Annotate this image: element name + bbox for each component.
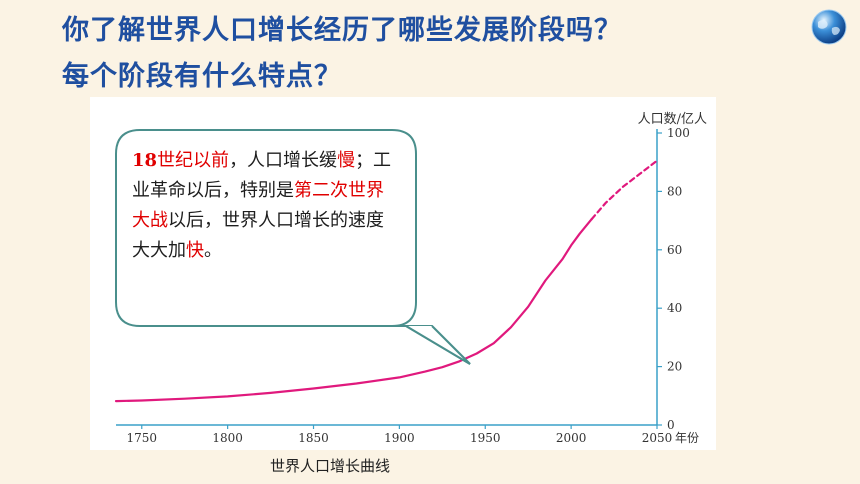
x-tick-label: 1950 — [470, 431, 501, 445]
question-title: 你了解世界人口增长经历了哪些发展阶段吗？ 每个阶段有什么特点？ — [62, 8, 622, 100]
callout-text: 18世纪以前，人口增长缓慢；工业革命以后，特别是第二次世界大战以后，世界人口增长… — [132, 146, 397, 266]
y-axis-label: 人口数/亿人 — [638, 112, 707, 127]
x-tick-label: 2000 — [556, 431, 587, 445]
callout-segment: 18 — [132, 150, 158, 171]
x-tick-label: 1900 — [384, 431, 415, 445]
projected-population-line — [590, 159, 659, 221]
x-tick-label: 1800 — [212, 431, 243, 445]
callout-segment: 快 — [186, 240, 204, 261]
y-tick-label: 80 — [667, 184, 682, 198]
x-tick-label: 1850 — [298, 431, 329, 445]
callout-segment: 世纪 — [157, 150, 194, 171]
x-tick-label: 2050 — [642, 431, 673, 445]
question-line-2: 每个阶段有什么特点？ — [62, 61, 342, 92]
y-tick-label: 20 — [667, 360, 682, 374]
y-tick-label: 0 — [667, 418, 675, 432]
y-tick-label: 100 — [667, 126, 690, 140]
callout-segment: ；工业革命以后，特别是 — [132, 150, 392, 201]
callout-segment: 慢 — [337, 150, 356, 171]
callout-segment: ，人口增长缓 — [229, 150, 338, 171]
x-axis-label: 年份 — [675, 431, 699, 445]
callout-segment: 第二次世界大战 — [132, 180, 384, 231]
question-line-1: 你了解世界人口增长经历了哪些发展阶段吗？ — [62, 15, 622, 46]
callout-segment: 以前 — [193, 150, 230, 171]
y-tick-label: 40 — [667, 301, 682, 315]
callout-segment: 以后，世界人口增长的速度大大加 — [132, 210, 384, 261]
chart-caption: 世界人口增长曲线 — [270, 457, 391, 475]
globe-icon — [811, 9, 847, 45]
callout-segment: 。 — [204, 240, 222, 261]
y-tick-label: 60 — [667, 243, 682, 257]
x-tick-label: 1750 — [126, 431, 157, 445]
